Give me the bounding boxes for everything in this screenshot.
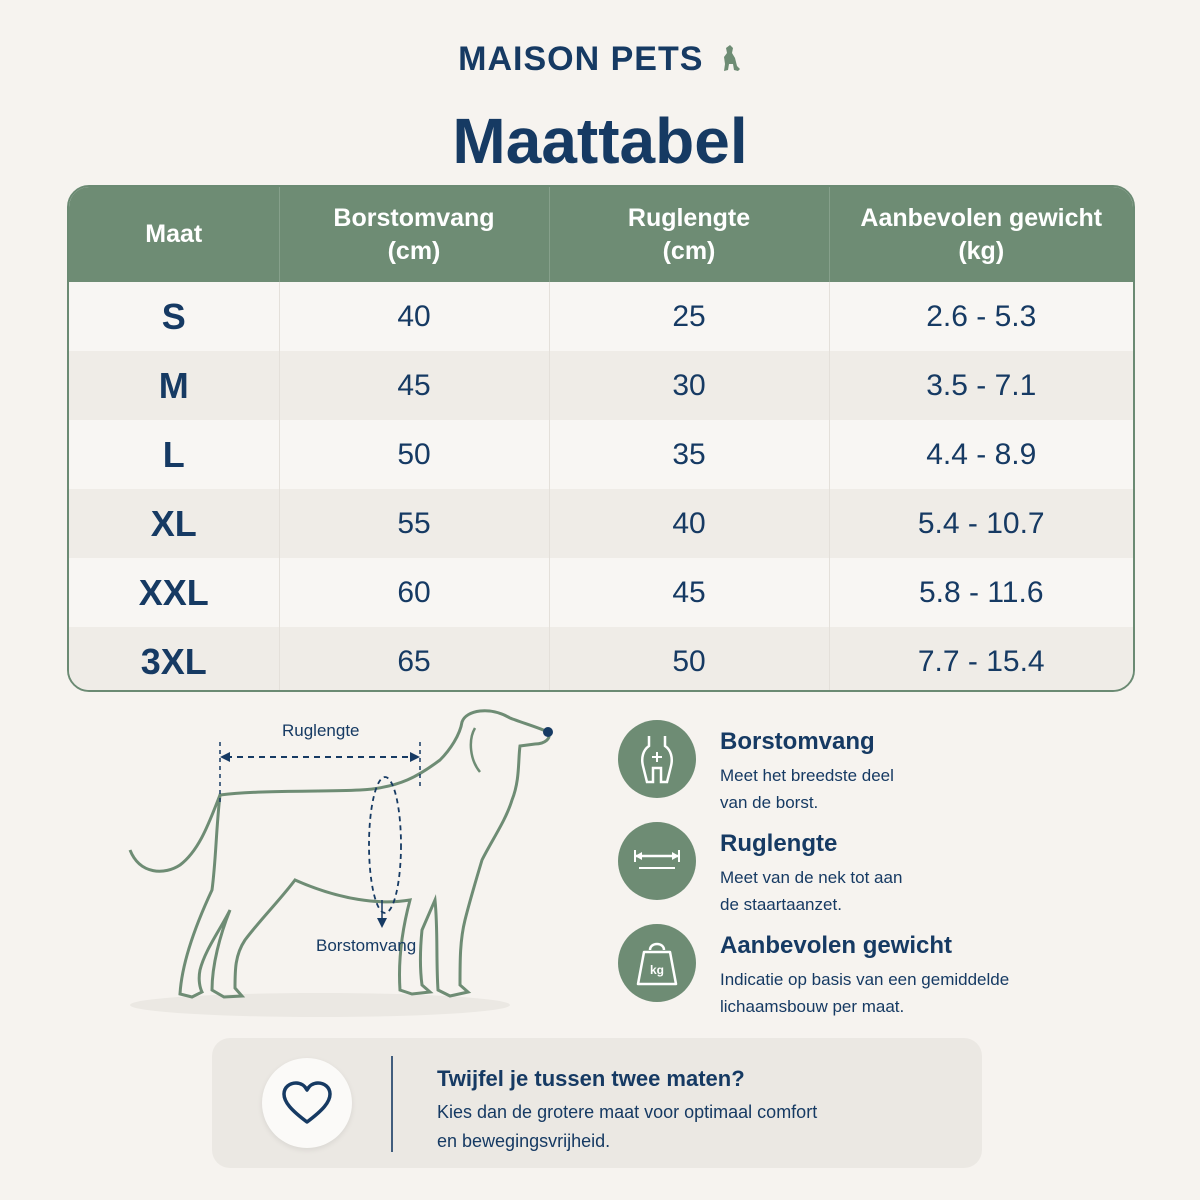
size-cell: XL	[69, 489, 280, 558]
table-header-row: Maat Borstomvang (cm) Ruglengte (cm) Aanbe…	[69, 187, 1133, 282]
table-row: 3XL 65 50 7.7 - 15.4	[69, 627, 1133, 690]
back-cell: 45	[549, 558, 830, 627]
chest-label: Borstomvang	[316, 936, 417, 955]
table-row: XL 55 40 5.4 - 10.7	[69, 489, 1133, 558]
back-length-label: Ruglengte	[282, 721, 360, 740]
size-cell: XXL	[69, 558, 280, 627]
header-chest: Borstomvang (cm)	[279, 187, 550, 282]
info-back: Ruglengte Meet van de nek tot aan de staa…	[618, 822, 1138, 914]
header-weight: Aanbevolen gewicht (kg)	[829, 187, 1133, 282]
chest-cell: 55	[279, 489, 550, 558]
table-row: XXL 60 45 5.8 - 11.6	[69, 558, 1133, 627]
tip-divider	[391, 1056, 393, 1152]
weight-cell: 2.6 - 5.3	[926, 299, 1037, 333]
weight-cell: 7.7 - 15.4	[829, 627, 1133, 690]
brand-name: MAISON PETS	[458, 40, 704, 78]
tip-box: Twijfel je tussen twee maten? Kies dan d…	[212, 1038, 982, 1168]
weight-cell: 3.5 - 7.1	[829, 351, 1133, 420]
chest-cell: 40	[279, 282, 550, 351]
size-cell: M	[69, 351, 280, 420]
harness-icon	[618, 720, 696, 798]
info-weight-title: Aanbevolen gewicht	[720, 932, 953, 959]
chest-cell: 50	[279, 420, 550, 489]
weight-cell: 5.4 - 10.7	[829, 489, 1133, 558]
chest-cell: 60	[279, 558, 550, 627]
dog-measurement-diagram: Ruglengte Borstomvang	[120, 700, 590, 1030]
back-cell: 50	[549, 627, 830, 690]
chest-cell: 65	[279, 627, 550, 690]
size-cell: S	[69, 282, 280, 351]
info-chest-title: Borstomvang	[720, 728, 875, 755]
info-back-title: Ruglengte	[720, 830, 838, 857]
table-row: L 50 35 4.4 - 8.9	[69, 420, 1133, 489]
size-cell: 3XL	[69, 627, 280, 690]
size-cell: L	[69, 420, 280, 489]
weight-icon-label: kg	[650, 963, 664, 977]
info-weight-text: Indicatie op basis van een gemiddelde lic…	[720, 970, 1010, 1016]
dog-outline-illustration	[128, 709, 553, 1017]
tip-title: Twijfel je tussen twee maten?	[437, 1066, 745, 1091]
back-cell: 40	[549, 489, 830, 558]
heart-icon	[262, 1058, 352, 1148]
brand-logo: MAISON PETS	[0, 40, 1200, 81]
weight-cell: 5.8 - 11.6	[918, 575, 1044, 609]
dog-icon	[718, 42, 742, 81]
table-row: M 45 30 3.5 - 7.1	[69, 351, 1133, 420]
back-cell: 25	[549, 282, 830, 351]
table-row: S 40 25 2.6 - 5.3	[69, 282, 1133, 351]
weight-cell: 4.4 - 8.9	[926, 437, 1037, 471]
info-chest: Borstomvang Meet het breedste deel van de…	[618, 720, 1138, 812]
tip-text: Kies dan de grotere maat voor optimaal c…	[437, 1102, 818, 1151]
info-weight: kg Aanbevolen gewicht Indicatie op basis…	[618, 924, 1138, 1016]
header-back: Ruglengte (cm)	[549, 187, 830, 282]
info-chest-text: Meet het breedste deel van de borst.	[720, 766, 894, 812]
header-size: Maat	[69, 187, 280, 282]
ruler-icon	[618, 822, 696, 900]
back-cell: 35	[549, 420, 830, 489]
size-table: Maat Borstomvang (cm) Ruglengte (cm) Aanbe…	[67, 185, 1135, 692]
page-title: Maattabel	[452, 105, 748, 177]
info-back-text: Meet van de nek tot aan de staartaanzet.	[720, 868, 903, 914]
chest-cell: 45	[279, 351, 550, 420]
weight-icon: kg	[618, 924, 696, 1002]
back-cell: 30	[549, 351, 830, 420]
